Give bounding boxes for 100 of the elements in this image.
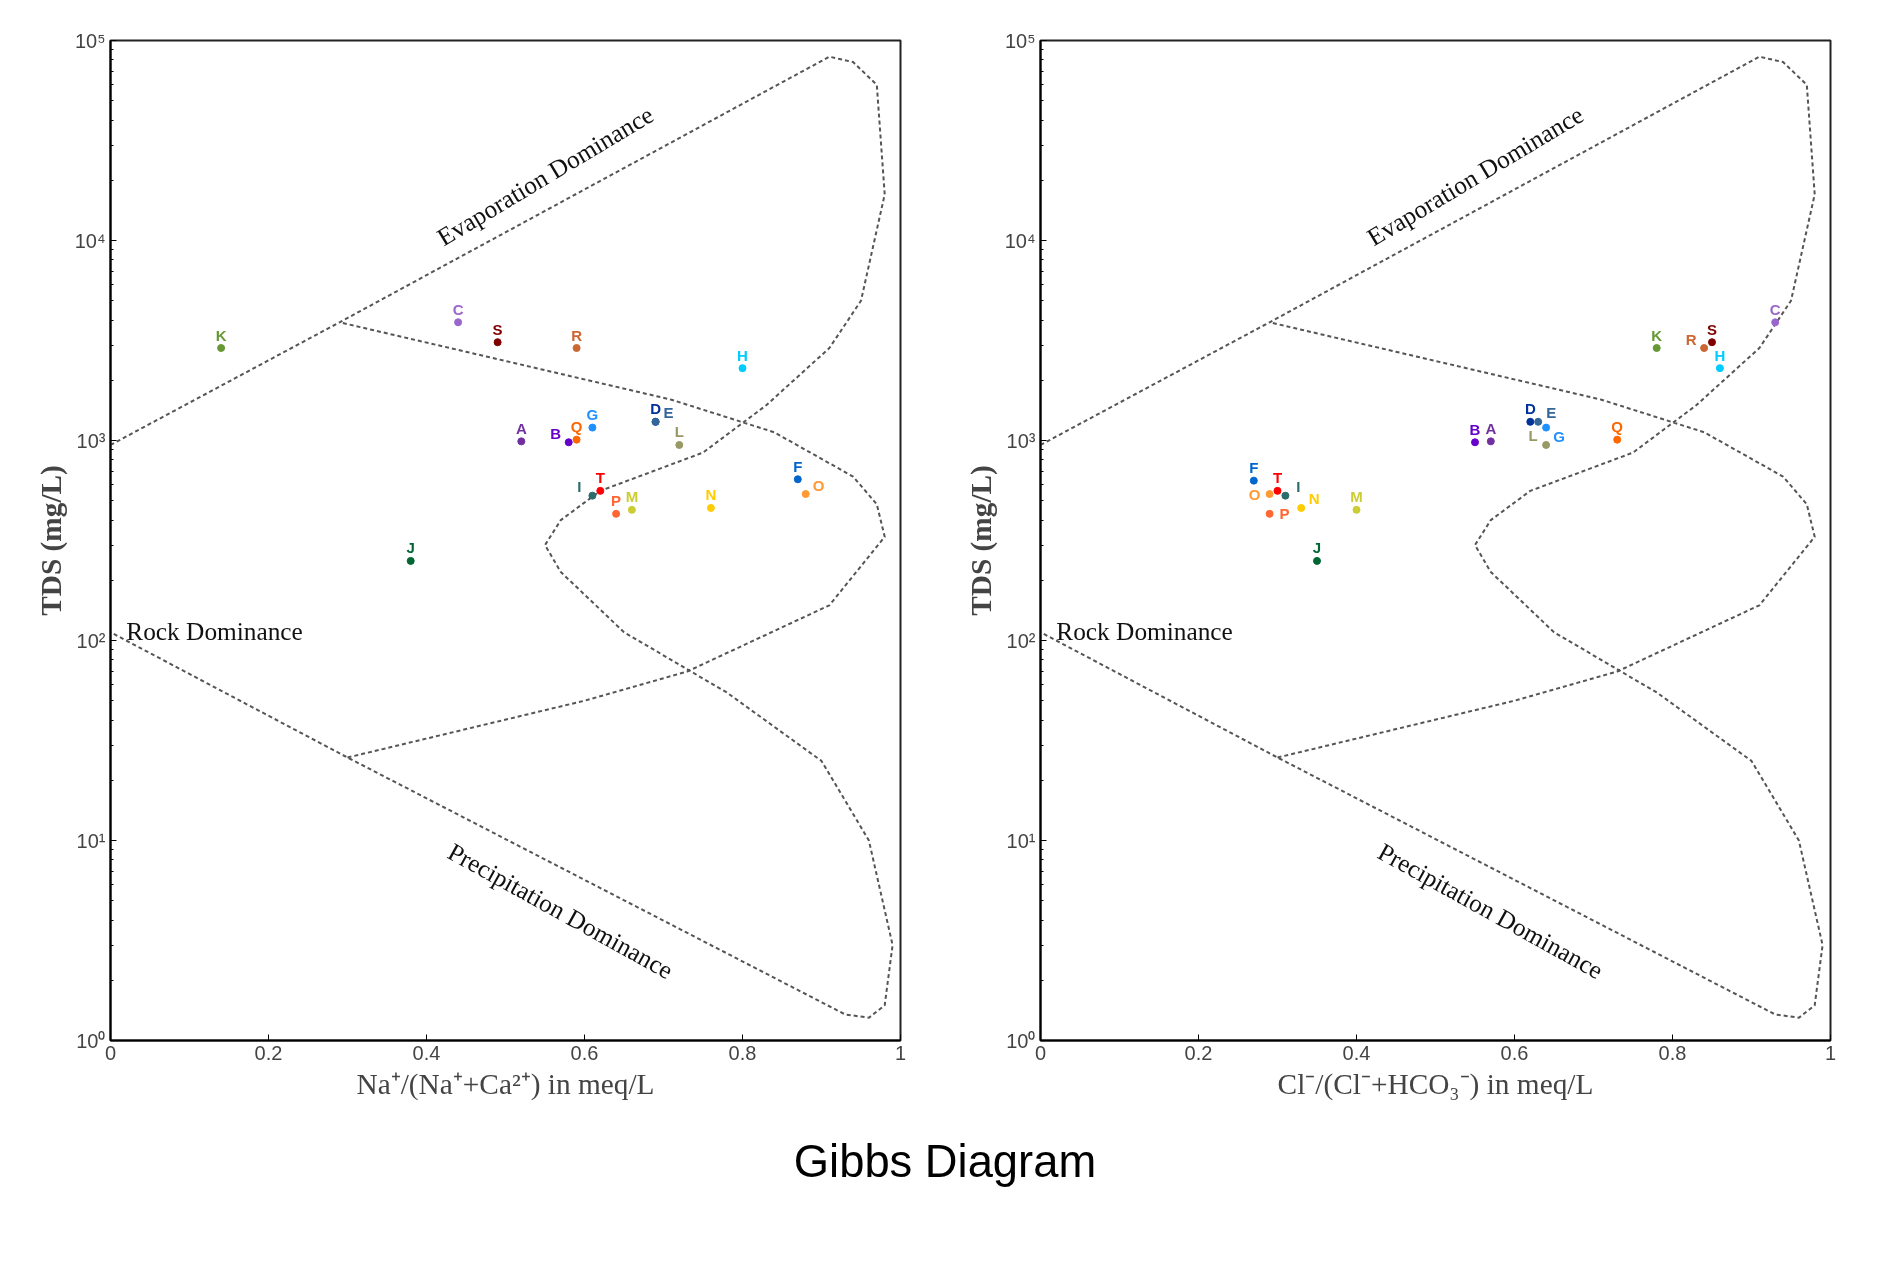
point bbox=[588, 423, 597, 432]
y-tick-label: 10⁰ bbox=[1006, 1029, 1036, 1052]
series-label: I bbox=[577, 478, 582, 496]
series-label: T bbox=[1272, 469, 1283, 487]
x-tick-label: 0 bbox=[104, 1041, 117, 1064]
series-label: O bbox=[1248, 485, 1261, 503]
point bbox=[1542, 423, 1551, 432]
series-label: N bbox=[1308, 490, 1320, 508]
x-tick-label: 0.4 bbox=[1342, 1041, 1371, 1064]
point bbox=[493, 338, 502, 347]
y-tick-label: 10³ bbox=[76, 429, 106, 452]
series-label: D bbox=[650, 400, 662, 418]
series-label: E bbox=[663, 404, 674, 422]
series-label: M bbox=[625, 488, 639, 506]
x-tick-label: 0.8 bbox=[728, 1041, 757, 1064]
point bbox=[517, 437, 526, 446]
series-label: B bbox=[1469, 420, 1481, 438]
point bbox=[406, 556, 415, 565]
y-tick-label: 10⁴ bbox=[74, 229, 106, 252]
point bbox=[1249, 476, 1258, 485]
series-label: P bbox=[1279, 505, 1290, 523]
series-label: F bbox=[793, 457, 803, 475]
x-tick-label: 1 bbox=[894, 1041, 907, 1064]
point bbox=[706, 503, 715, 512]
point bbox=[1652, 344, 1661, 353]
series-label: A bbox=[1485, 419, 1497, 437]
series-label: J bbox=[406, 539, 415, 557]
point bbox=[1471, 438, 1479, 447]
point bbox=[596, 486, 605, 495]
point bbox=[1613, 435, 1622, 444]
point bbox=[1486, 437, 1495, 446]
point bbox=[612, 509, 621, 518]
series-label: B bbox=[550, 424, 562, 442]
point bbox=[564, 438, 573, 447]
series-label: H bbox=[1714, 346, 1726, 364]
series-label: C bbox=[452, 300, 464, 318]
series-label: L bbox=[674, 423, 684, 441]
series-label: R bbox=[1685, 330, 1697, 348]
point bbox=[1771, 318, 1780, 327]
point bbox=[1534, 417, 1543, 426]
x-tick-label: 1 bbox=[1824, 1041, 1837, 1064]
point bbox=[1542, 440, 1551, 449]
point bbox=[801, 490, 810, 499]
series-label: S bbox=[1707, 320, 1718, 338]
x-tick-label: 0.8 bbox=[1658, 1041, 1687, 1064]
series-label: F bbox=[1249, 459, 1259, 477]
text: Gibbs Diagram bbox=[793, 1135, 1097, 1189]
series-label: G bbox=[1553, 428, 1565, 446]
x-tick-label: 0.2 bbox=[1184, 1041, 1213, 1064]
point bbox=[454, 318, 463, 327]
point bbox=[1281, 491, 1290, 500]
point bbox=[1265, 490, 1274, 499]
series-label: K bbox=[215, 326, 227, 344]
series-label: P bbox=[611, 492, 622, 510]
point bbox=[572, 435, 581, 444]
point bbox=[1526, 417, 1535, 426]
point bbox=[588, 491, 597, 500]
series-label: A bbox=[515, 419, 527, 437]
series-label: E bbox=[1546, 404, 1557, 422]
series-label: C bbox=[1769, 300, 1781, 318]
point bbox=[1708, 338, 1716, 347]
series-label: R bbox=[571, 326, 583, 344]
series-label: J bbox=[1312, 539, 1322, 557]
y-tick-label: 10³ bbox=[1006, 429, 1036, 452]
point bbox=[1265, 509, 1274, 518]
point bbox=[1297, 503, 1306, 512]
x-tick-label: 0.6 bbox=[1500, 1041, 1529, 1064]
point bbox=[793, 475, 802, 484]
x-axis-title: Cl⁻/(Cl⁻+HCO₃⁻) in meq/L bbox=[1277, 1067, 1594, 1101]
series-label: I bbox=[1296, 478, 1301, 496]
series-label: O bbox=[812, 476, 825, 494]
point bbox=[1313, 556, 1321, 565]
series-label: Q bbox=[1611, 418, 1624, 436]
series-label: Q bbox=[570, 418, 583, 436]
x-tick-label: 0.6 bbox=[570, 1041, 599, 1064]
y-tick-label: 10⁵ bbox=[74, 29, 106, 52]
y-tick-label: 10² bbox=[1006, 629, 1036, 652]
point bbox=[1715, 364, 1724, 373]
y-axis-title: TDS (mg/L) bbox=[964, 465, 998, 616]
point bbox=[675, 440, 684, 449]
point bbox=[1273, 486, 1282, 495]
point bbox=[572, 344, 581, 353]
y-tick-label: 10¹ bbox=[76, 829, 106, 852]
series-label: D bbox=[1524, 400, 1536, 418]
y-tick-label: 10² bbox=[76, 629, 106, 652]
y-axis-title: TDS (mg/L) bbox=[34, 465, 68, 616]
point bbox=[1352, 505, 1361, 514]
series-label: T bbox=[595, 469, 605, 487]
point bbox=[627, 505, 636, 514]
x-tick-label: 0.2 bbox=[254, 1041, 283, 1064]
x-tick-label: 0 bbox=[1034, 1041, 1047, 1064]
point bbox=[1700, 344, 1709, 353]
series-label: S bbox=[492, 320, 503, 338]
y-tick-label: 10⁵ bbox=[1004, 29, 1036, 52]
series-label: N bbox=[705, 486, 717, 504]
series-label: K bbox=[1651, 326, 1663, 344]
point bbox=[738, 364, 747, 373]
series-label: M bbox=[1350, 488, 1363, 506]
point bbox=[217, 344, 226, 353]
series-label: H bbox=[737, 346, 748, 364]
